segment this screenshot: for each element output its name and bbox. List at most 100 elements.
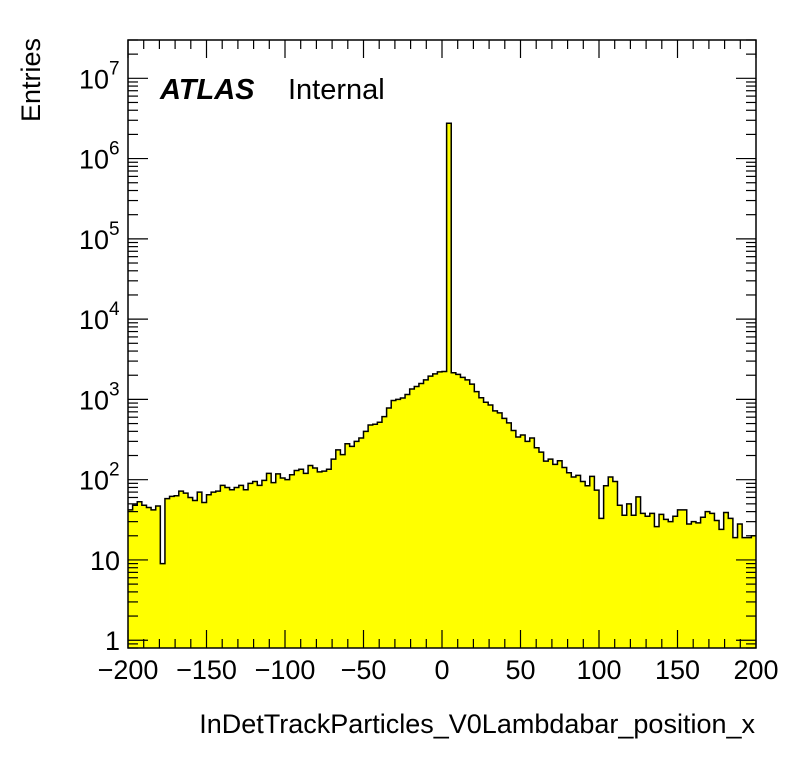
x-tick-label: 50 xyxy=(505,655,535,685)
histogram-bar xyxy=(340,454,346,648)
histogram-bar xyxy=(275,473,281,648)
histogram-bar xyxy=(414,386,420,648)
histogram-bar xyxy=(585,485,591,648)
histogram-bar xyxy=(238,485,244,648)
histogram-bar xyxy=(229,489,235,648)
histogram-bar xyxy=(502,418,508,648)
x-tick-label: −200 xyxy=(98,655,159,685)
histogram-bar xyxy=(451,372,457,648)
histogram-bar xyxy=(682,509,688,648)
histogram-bar xyxy=(326,469,332,648)
histogram-bar xyxy=(405,394,411,648)
histogram-bar xyxy=(543,461,549,648)
x-tick-label: 100 xyxy=(576,655,621,685)
histogram-bar xyxy=(289,474,295,648)
histogram-bar xyxy=(631,515,637,648)
histogram-bar xyxy=(164,498,170,648)
histogram-bar xyxy=(663,519,669,648)
histogram-bar xyxy=(377,422,383,648)
histogram-bar xyxy=(709,513,715,648)
histogram-bar xyxy=(589,476,595,648)
histogram-bar xyxy=(423,379,429,648)
histogram-bar xyxy=(580,481,586,648)
histogram-bar xyxy=(363,431,369,648)
histogram-bar xyxy=(649,513,655,648)
histogram-bar xyxy=(534,447,540,648)
histogram-outline xyxy=(128,122,756,565)
y-tick-label: 103 xyxy=(79,379,120,415)
histogram-bar xyxy=(723,512,729,648)
histogram-bar xyxy=(529,438,535,648)
histogram-bar xyxy=(575,475,581,648)
histogram-bar xyxy=(151,509,157,648)
histogram-bar xyxy=(538,452,544,648)
histogram-bar xyxy=(372,424,378,648)
histogram-bar xyxy=(349,446,355,648)
histogram-bar xyxy=(695,522,701,648)
atlas-label: ATLAS xyxy=(159,74,255,106)
histogram-bar xyxy=(469,384,475,648)
histogram-bar xyxy=(719,529,725,648)
histogram-bar xyxy=(506,422,512,648)
histogram-bar xyxy=(428,376,434,648)
histogram-bar xyxy=(599,518,605,648)
histogram-bar xyxy=(488,405,494,648)
histogram-bar xyxy=(603,485,609,648)
x-tick-label: 0 xyxy=(434,655,449,685)
x-axis-ticks xyxy=(127,40,757,648)
histogram-bar xyxy=(331,459,337,648)
histogram-bar xyxy=(571,476,577,648)
histogram-bar xyxy=(354,441,360,648)
histogram-bar xyxy=(345,443,351,648)
histogram-bar xyxy=(266,473,272,648)
histogram-bar xyxy=(137,501,143,648)
histogram-bar xyxy=(728,518,734,648)
histogram-bar xyxy=(400,398,406,648)
histogram-bar xyxy=(294,470,300,648)
x-tick-label: 150 xyxy=(655,655,700,685)
histogram-bar xyxy=(178,491,184,648)
histogram-bar xyxy=(368,424,374,648)
histogram-bar xyxy=(248,483,254,648)
histogram-bar xyxy=(395,399,401,648)
histogram-bar xyxy=(188,497,194,648)
y-tick-labels: 1 10 102 103 104 105 106 107 xyxy=(79,58,120,656)
histogram-bar xyxy=(746,537,752,648)
histogram-bar xyxy=(155,505,161,648)
histogram-bar xyxy=(201,502,207,648)
histogram-bar xyxy=(174,495,180,648)
histogram-bar xyxy=(645,516,651,648)
histogram-bar xyxy=(640,513,646,648)
histogram-bar xyxy=(742,537,748,648)
histogram-bar xyxy=(234,487,240,648)
histogram-bar xyxy=(511,430,517,648)
histogram-bar xyxy=(515,437,521,648)
histogram-bar xyxy=(659,514,665,648)
histogram-bar xyxy=(141,505,147,648)
y-tick-label: 106 xyxy=(79,139,120,175)
x-tick-label: 200 xyxy=(733,655,778,685)
histogram-bar xyxy=(409,388,415,648)
histogram-bar xyxy=(312,467,318,648)
internal-label: Internal xyxy=(288,74,385,106)
histogram-bar xyxy=(391,400,397,648)
histogram-bar xyxy=(308,465,314,648)
histogram-bar xyxy=(132,505,138,648)
y-tick-label: 1 xyxy=(105,626,120,656)
histogram-bar xyxy=(192,500,198,648)
histogram-bar xyxy=(197,492,203,648)
histogram-bar xyxy=(691,521,697,648)
histogram-bars xyxy=(128,123,757,648)
histogram-bar xyxy=(737,524,743,648)
histogram-bar xyxy=(386,408,392,648)
histogram-bar xyxy=(298,469,304,648)
y-axis-ticks xyxy=(128,39,756,649)
histogram-bar xyxy=(492,410,498,648)
histogram-bar xyxy=(520,435,526,648)
x-tick-labels: −200 −150 −100 −50 0 50 100 150 200 xyxy=(98,655,779,685)
x-tick-label: −150 xyxy=(176,655,237,685)
histogram-bar xyxy=(566,472,572,648)
histogram-bar xyxy=(525,441,531,648)
histogram-bar xyxy=(483,402,489,648)
